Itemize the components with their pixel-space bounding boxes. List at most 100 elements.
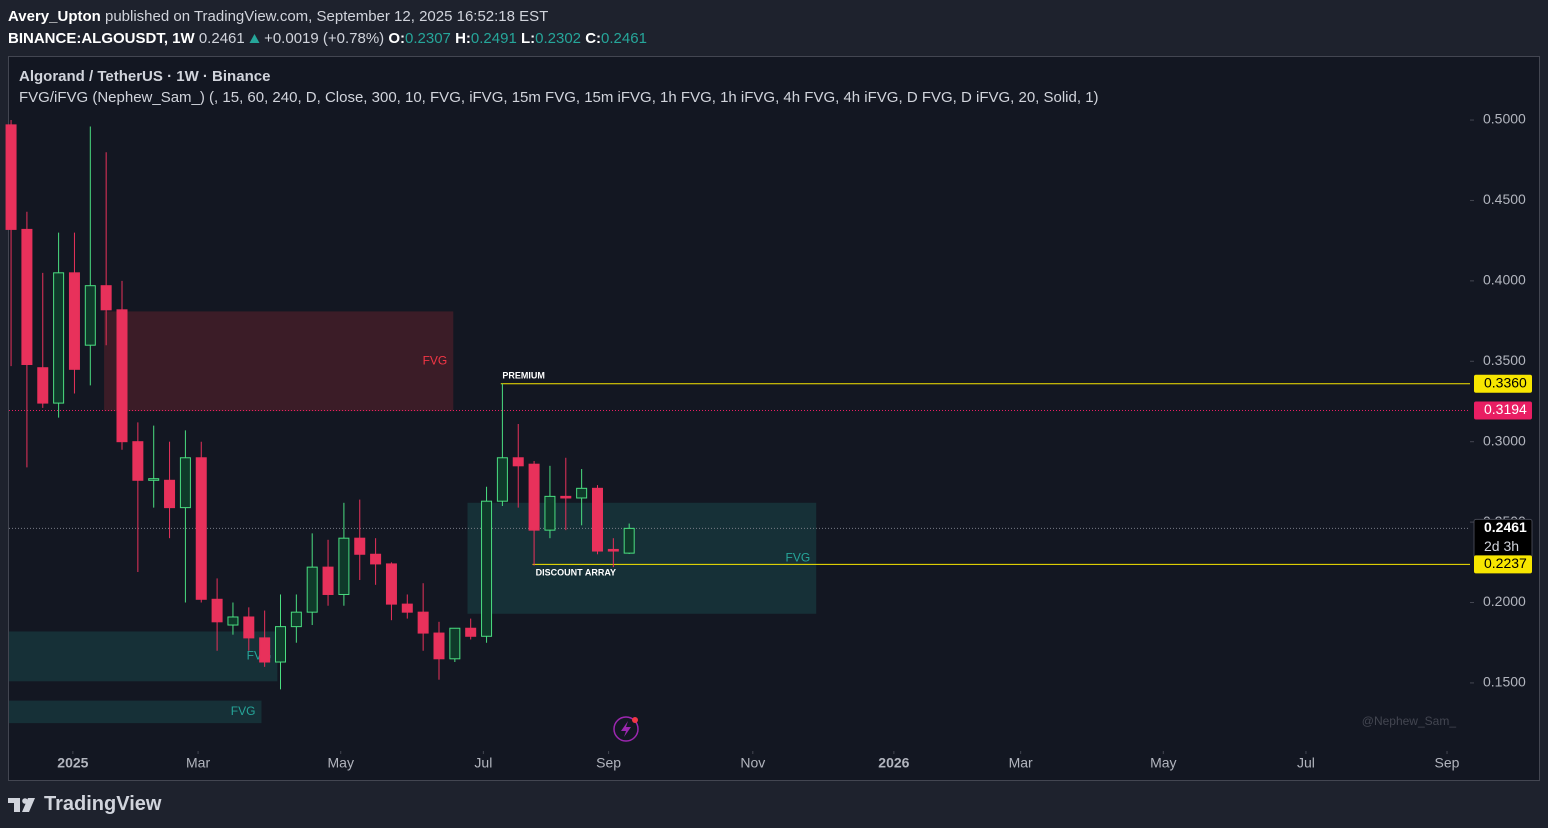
y-tick-label: 0.1500 (1483, 674, 1526, 690)
y-tick-label: 0.2000 (1483, 593, 1526, 609)
candle-body (465, 627, 477, 637)
publish-line: Avery_Upton published on TradingView.com… (8, 6, 647, 28)
indicator-legend: FVG/iFVG (Nephew_Sam_) (, 15, 60, 240, D… (19, 89, 1099, 106)
candle-body (195, 457, 207, 600)
candle-body (544, 495, 556, 531)
footer: TradingView (8, 793, 161, 816)
candle-body (370, 553, 382, 565)
candle-body (449, 627, 461, 660)
watermark: @Nephew_Sam_ (1362, 714, 1457, 728)
price-badge-label: 0.3360 (1484, 374, 1527, 390)
candle-body (100, 285, 112, 311)
chart-title: Algorand / TetherUS · 1W · Binance (19, 68, 270, 85)
fvg-label: FVG (786, 550, 811, 564)
candle-body (417, 611, 429, 634)
y-tick-label: 0.3000 (1483, 432, 1526, 448)
candle-body (84, 285, 96, 346)
price-badge (1474, 555, 1532, 574)
quote-line: BINANCE:ALGOUSDT, 1W 0.2461 +0.0019 (+0.… (8, 28, 647, 50)
candle-body (68, 272, 80, 370)
last-price: 0.2461 (198, 30, 245, 47)
candle-body (576, 487, 588, 499)
ohlc-value: 0.2302 (535, 30, 582, 47)
candle-body (227, 616, 239, 626)
candle-body (607, 548, 619, 552)
candle-body (53, 272, 65, 404)
x-tick-label: May (328, 755, 354, 771)
x-tick-label: Jul (474, 755, 492, 771)
replay-icon-ring (613, 716, 639, 742)
x-tick-label: Nov (740, 755, 765, 771)
brand: TradingView (44, 793, 162, 815)
x-tick-label: Sep (596, 755, 621, 771)
candle-body (528, 463, 540, 531)
candle-body (496, 457, 508, 502)
replay-icon-dot (632, 717, 638, 723)
candle-body (179, 457, 191, 509)
y-tick-label: 0.3500 (1483, 352, 1526, 368)
annotation: DISCOUNT ARRAY (536, 567, 616, 577)
up-icon (249, 34, 260, 43)
candle-body (401, 603, 413, 613)
ohlc-label: C: (585, 30, 602, 47)
change: +0.0019 (+0.78%) (264, 30, 385, 47)
ohlc-value: 0.2491 (470, 30, 517, 47)
published: published on TradingView.com, September … (104, 8, 549, 25)
header: Avery_Upton published on TradingView.com… (8, 6, 647, 50)
x-tick-label: May (1150, 755, 1176, 771)
candle-body (37, 367, 49, 404)
candle-body (354, 537, 366, 555)
candle-body (512, 457, 524, 467)
price-badge-sublabel: 2d 3h (1484, 538, 1519, 554)
candle-body (211, 598, 223, 623)
candle-body (21, 228, 33, 365)
ohlc-label: H: (455, 30, 471, 47)
candle-body (243, 616, 255, 639)
fvg-zone (9, 631, 278, 682)
price-badge (1474, 374, 1532, 393)
fvg-zone (467, 502, 817, 614)
candle-body (116, 309, 128, 443)
price-badge-label: 0.2237 (1484, 555, 1527, 571)
y-tick-label: 0.4000 (1483, 272, 1526, 288)
candle-body (623, 527, 635, 554)
price-badge-label: 0.3194 (1484, 401, 1527, 417)
x-tick-label: 2026 (878, 755, 909, 771)
logo-icon (8, 797, 35, 812)
candle-body (164, 479, 176, 509)
candle-body (591, 487, 603, 552)
ohlc-label: L: (520, 30, 536, 47)
candle-body (481, 500, 493, 637)
y-tick-label: 0.5000 (1483, 111, 1526, 127)
ohlc: O:0.2307 H:0.2491 L:0.2302 C:0.2461 (388, 30, 647, 47)
candle-body (306, 566, 318, 613)
fvg-label: FVG (231, 704, 256, 718)
ohlc-value: 0.2461 (601, 30, 647, 47)
replay-icon (613, 716, 639, 742)
candle-body (385, 563, 397, 605)
candle-body (259, 637, 271, 663)
candle-body (338, 537, 350, 595)
symbol: BINANCE:ALGOUSDT, 1W (8, 30, 195, 47)
y-tick-label: 0.4500 (1483, 191, 1526, 207)
candle-body (322, 566, 334, 595)
x-tick-label: 2025 (57, 755, 88, 771)
x-tick-label: Jul (1297, 755, 1315, 771)
candle-body (5, 124, 17, 230)
ohlc-label: O: (388, 30, 406, 47)
fvg-zone (104, 311, 454, 412)
price-badge-label: 0.2461 (1484, 519, 1527, 535)
candle-body (275, 626, 287, 663)
x-tick-label: Mar (186, 755, 210, 771)
candle-body (433, 632, 445, 660)
candle-body (132, 441, 144, 481)
fvg-label: FVG (423, 353, 448, 367)
x-tick-label: Mar (1009, 755, 1033, 771)
candle-body (560, 495, 572, 499)
x-tick-label: Sep (1435, 755, 1460, 771)
candle-body (148, 478, 160, 481)
author: Avery_Upton (8, 8, 101, 25)
fvg-zone (9, 700, 262, 724)
